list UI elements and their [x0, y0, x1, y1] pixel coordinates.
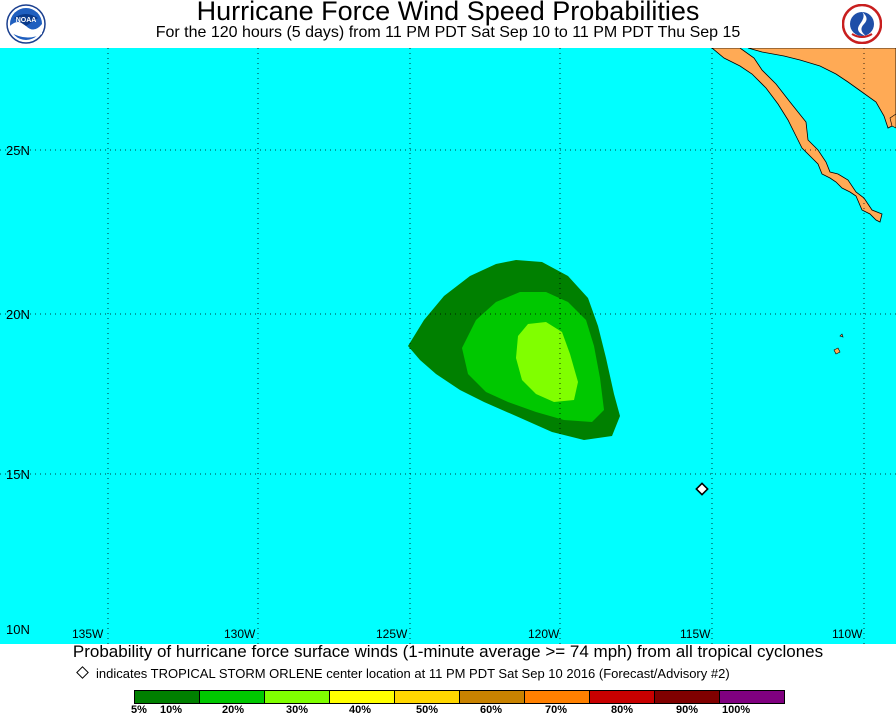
probability-contour-20pct [516, 322, 578, 402]
legend-label: 70% [545, 704, 568, 716]
map-svg: 25N 20N 15N 10N 135W 130W 125W 120W 115W… [0, 48, 896, 644]
legend-label: 80% [611, 704, 634, 716]
map-area: 25N 20N 15N 10N 135W 130W 125W 120W 115W… [0, 48, 896, 644]
legend-swatch [200, 691, 265, 703]
legend-swatch [265, 691, 330, 703]
legend-label: 60% [480, 704, 503, 716]
baja-california-land [711, 48, 883, 223]
lat-label-20n: 20N [6, 307, 30, 322]
storm-center-key-icon [76, 666, 89, 679]
lon-label-125w: 125W [376, 627, 408, 641]
lat-label-15n: 15N [6, 467, 30, 482]
legend-swatch [590, 691, 655, 703]
national-weather-service-logo-icon [842, 4, 882, 44]
legend-swatch [460, 691, 525, 703]
lon-label-130w: 130W [224, 627, 256, 641]
lon-label-115w: 115W [680, 627, 711, 641]
legend-label: 90% [676, 704, 699, 716]
header: NOAA Hurricane Force Wind Speed Probabil… [0, 0, 896, 48]
noaa-logo-text: NOAA [16, 17, 37, 24]
lon-label-110w: 110W [832, 627, 863, 641]
storm-note: indicates TROPICAL STORM ORLENE center l… [76, 666, 730, 681]
small-island-land [839, 333, 844, 338]
page-title: Hurricane Force Wind Speed Probabilities [196, 0, 700, 26]
lat-label-25n: 25N [6, 143, 30, 158]
noaa-logo-icon: NOAA [6, 4, 46, 44]
legend-swatch [525, 691, 590, 703]
footer: Probability of hurricane force surface w… [0, 642, 896, 718]
lat-label-10n: 10N [6, 622, 30, 637]
legend-swatch [720, 691, 784, 703]
legend-swatch [330, 691, 395, 703]
legend-label: 20% [222, 704, 245, 716]
map-description: Probability of hurricane force surface w… [72, 642, 824, 661]
islas-revillagigedo-land [833, 347, 841, 355]
lon-label-135w: 135W [72, 627, 104, 641]
small-island-east-land [889, 113, 896, 129]
legend-swatch [135, 691, 200, 703]
page-subtitle: For the 120 hours (5 days) from 11 PM PD… [155, 24, 741, 41]
storm-note-text: indicates TROPICAL STORM ORLENE center l… [96, 666, 730, 681]
legend-label: 30% [286, 704, 309, 716]
legend-label: 5% [131, 704, 147, 716]
legend-label: 10% [160, 704, 183, 716]
lon-label-120w: 120W [528, 627, 560, 641]
legend-swatch [655, 691, 720, 703]
legend-label: 40% [349, 704, 372, 716]
legend-label: 50% [416, 704, 439, 716]
legend-labels: 5% 10% 20% 30% 40% 50% 60% 70% 80% 90% 1… [0, 704, 896, 718]
probability-legend [134, 690, 785, 704]
storm-center-diamond-icon [695, 482, 709, 496]
legend-swatch [395, 691, 460, 703]
legend-label: 100% [722, 704, 751, 716]
